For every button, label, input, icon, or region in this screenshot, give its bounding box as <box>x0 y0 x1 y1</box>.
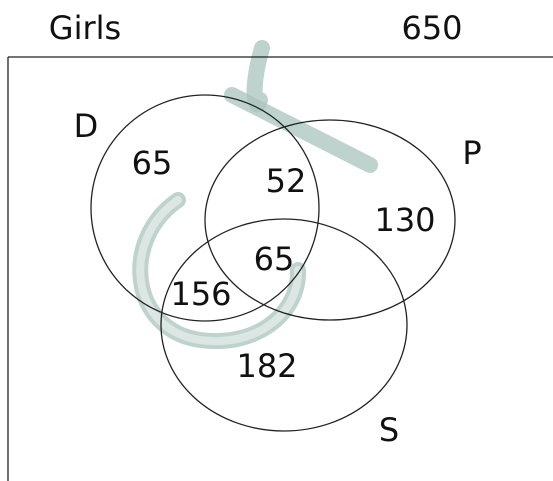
region-value: 182 <box>236 347 297 385</box>
set-label: D <box>74 107 99 145</box>
set-circle <box>160 218 408 432</box>
watermark <box>136 196 303 346</box>
set-circle <box>90 94 320 322</box>
set-label: P <box>462 134 481 172</box>
region-value: 65 <box>254 240 295 278</box>
header-title: Girls <box>49 9 121 47</box>
set-circle <box>204 119 456 321</box>
region-value: 65 <box>132 144 173 182</box>
region-value: 130 <box>374 201 435 239</box>
set-label: S <box>379 411 399 449</box>
region-value: 52 <box>266 162 307 200</box>
region-value: 156 <box>170 275 231 313</box>
header-total: 650 <box>401 9 462 47</box>
